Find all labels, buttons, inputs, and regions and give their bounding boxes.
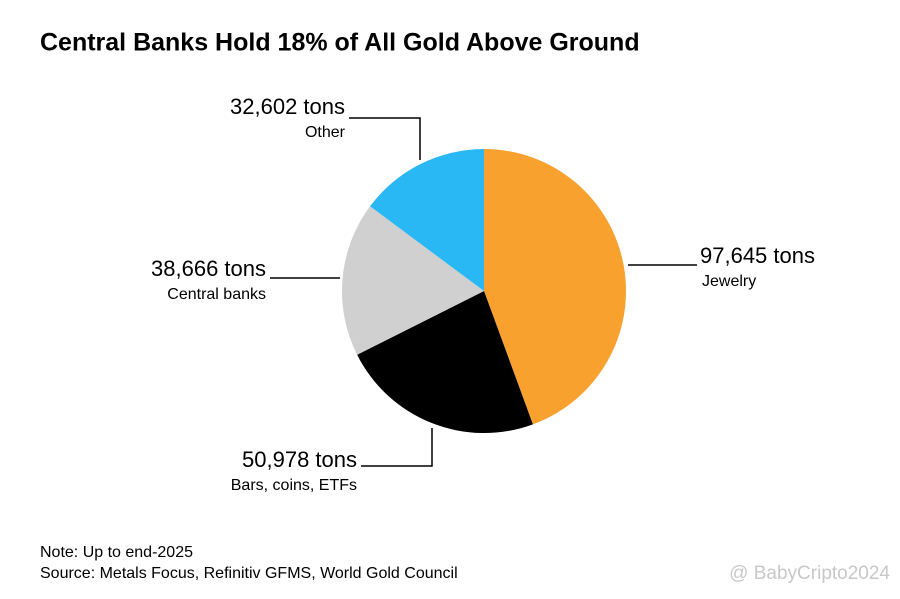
- value-label: 97,645 tons: [700, 243, 815, 268]
- source: Source: Metals Focus, Refinitiv GFMS, Wo…: [40, 565, 458, 582]
- category-label: Other: [305, 124, 346, 141]
- category-label: Central banks: [167, 286, 266, 303]
- chart-title: Central Banks Hold 18% of All Gold Above…: [40, 29, 640, 57]
- value-label: 50,978 tons: [242, 447, 357, 472]
- leader-line: [349, 117, 421, 160]
- pie-slice: [342, 206, 484, 355]
- category-label: Bars, coins, ETFs: [231, 477, 357, 494]
- pie-slice: [357, 291, 533, 433]
- watermark: @ BabyCripto2024: [729, 563, 890, 584]
- leader-line: [361, 428, 433, 467]
- category-label: Jewelry: [702, 273, 756, 290]
- value-label: 32,602 tons: [230, 94, 345, 119]
- pie-slice: [484, 149, 626, 425]
- note: Note: Up to end-2025: [40, 544, 193, 561]
- value-label: 38,666 tons: [151, 256, 266, 281]
- pie-slice: [370, 149, 484, 291]
